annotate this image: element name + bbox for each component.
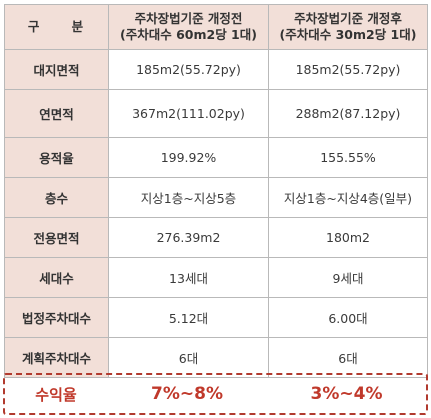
header-before-subtitle: (주차대수 60m2당 1대) (120, 27, 257, 42)
header-after-subtitle: (주차대수 30m2당 1대) (279, 27, 417, 42)
table-row: 층수 지상1층~지상5층 지상1층~지상4층(일부) (4, 177, 428, 218)
row-before-value: 199.92% (108, 137, 269, 178)
row-label: 세대수 (4, 257, 109, 298)
row-label: 용적율 (4, 137, 109, 178)
table-row: 법정주차대수 5.12대 6.00대 (4, 297, 428, 338)
header-after-title: 주차장법기준 개정후 (294, 11, 402, 26)
profit-rate-before: 7%~8% (151, 384, 223, 404)
row-after-value: 6.00대 (268, 297, 428, 338)
row-after-value: 185m2(55.72py) (268, 49, 428, 90)
row-before-value: 13세대 (108, 257, 269, 298)
profit-rate-label: 수익율 (35, 385, 77, 404)
row-before-value: 6대 (108, 337, 269, 378)
row-label: 대지면적 (4, 49, 109, 90)
comparison-table: 구 분 주차장법기준 개정전 (주차대수 60m2당 1대) 주차장법기준 개정… (4, 4, 428, 378)
row-after-value: 지상1층~지상4층(일부) (268, 177, 428, 218)
row-after-value: 180m2 (268, 217, 428, 258)
profit-rate-after: 3%~4% (310, 384, 383, 404)
row-before-value: 185m2(55.72py) (108, 49, 269, 90)
header-category: 구 분 (4, 4, 109, 50)
table-row: 대지면적 185m2(55.72py) 185m2(55.72py) (4, 49, 428, 90)
row-label: 법정주차대수 (4, 297, 109, 338)
profit-rate-row: 수익율 7%~8% 3%~4% (3, 373, 428, 415)
table-header-row: 구 분 주차장법기준 개정전 (주차대수 60m2당 1대) 주차장법기준 개정… (4, 4, 428, 50)
header-before-title: 주차장법기준 개정전 (134, 11, 243, 26)
row-label: 계획주차대수 (4, 337, 109, 378)
row-after-value: 9세대 (268, 257, 428, 298)
row-before-value: 367m2(111.02py) (108, 89, 269, 138)
row-label: 연면적 (4, 89, 109, 138)
row-after-value: 155.55% (268, 137, 428, 178)
row-before-value: 지상1층~지상5층 (108, 177, 269, 218)
table-row: 연면적 367m2(111.02py) 288m2(87.12py) (4, 89, 428, 138)
header-after: 주차장법기준 개정후 (주차대수 30m2당 1대) (268, 4, 428, 50)
row-after-value: 288m2(87.12py) (268, 89, 428, 138)
row-label: 층수 (4, 177, 109, 218)
table-row: 세대수 13세대 9세대 (4, 257, 428, 298)
table-row: 계획주차대수 6대 6대 (4, 337, 428, 378)
row-before-value: 5.12대 (108, 297, 269, 338)
row-after-value: 6대 (268, 337, 428, 378)
table-row: 전용면적 276.39m2 180m2 (4, 217, 428, 258)
header-before: 주차장법기준 개정전 (주차대수 60m2당 1대) (108, 4, 269, 50)
table-row: 용적율 199.92% 155.55% (4, 137, 428, 178)
row-before-value: 276.39m2 (108, 217, 269, 258)
row-label: 전용면적 (4, 217, 109, 258)
